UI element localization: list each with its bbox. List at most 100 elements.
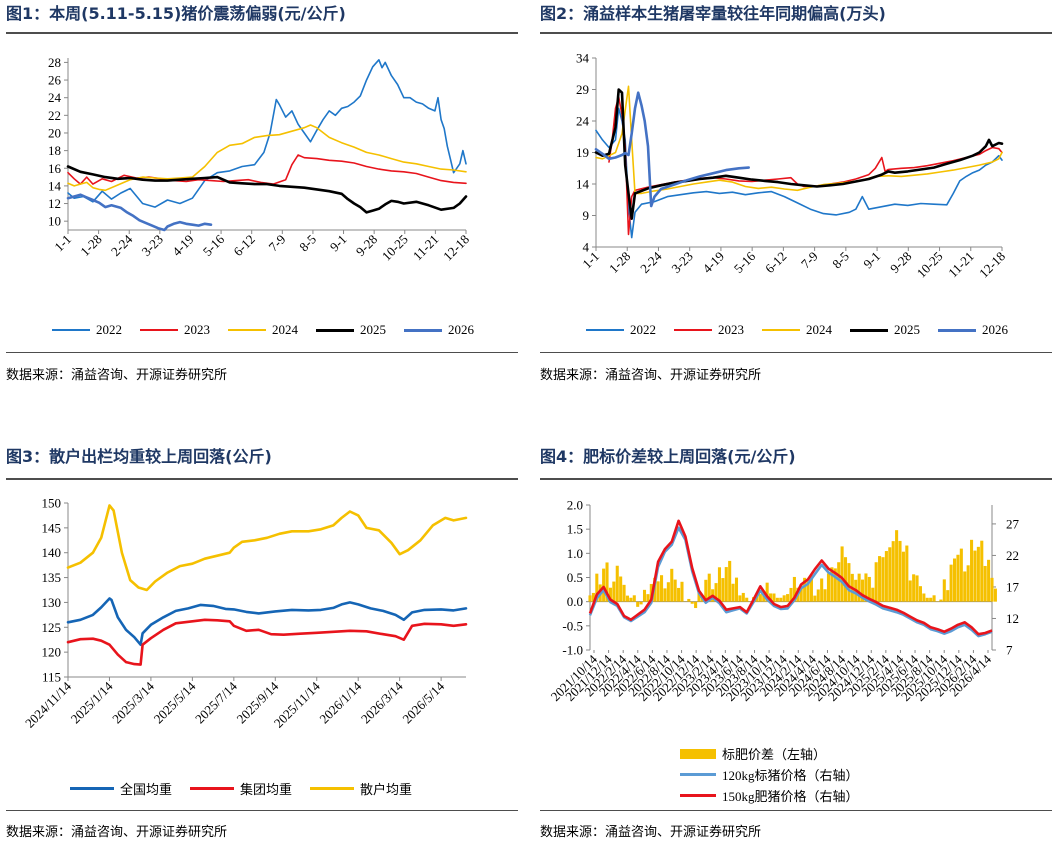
fig4-spread-bar bbox=[745, 597, 749, 602]
fig2-legend-label: 2022 bbox=[630, 322, 656, 337]
fig3-legend-label: 散户均重 bbox=[360, 782, 413, 797]
fig1-legend-label: 2025 bbox=[360, 322, 386, 337]
figure-1-chart: 10 12 14 16 18 20 22 24 26 28 1-1 1-28 2-24 3-23 4-19 5… bbox=[48, 55, 472, 264]
figure-3-panel: 图3：散户出栏均重较上周回落(公斤) 115 120 125 130 135 140 145… bbox=[6, 443, 518, 843]
fig4-spread-bar bbox=[929, 597, 933, 602]
fig4-spread-bar bbox=[847, 563, 851, 602]
fig4-spread-bar bbox=[990, 577, 994, 602]
fig4-spread-bar bbox=[878, 556, 882, 602]
fig1-series-line-2024 bbox=[67, 124, 467, 192]
fig2-x-tick-label: 3-23 bbox=[668, 249, 695, 276]
fig4-legend-label: 120kg标猪价格（右轴） bbox=[722, 768, 859, 783]
fig4-spread-bar bbox=[646, 594, 650, 602]
fig4-left-tick-label: 1.5 bbox=[567, 522, 583, 537]
figure-3-legend: 全国均重 集团均重 散户均重 bbox=[70, 779, 430, 798]
fig2-x-tick-label: 1-28 bbox=[606, 249, 633, 276]
figure-4-bottom-rule bbox=[540, 810, 1052, 811]
figure-2-title: 图2：涌益样本生猪屠宰量较往年同期偏高(万头) bbox=[540, 4, 886, 23]
fig4-spread-bar bbox=[704, 579, 708, 602]
fig2-x-tick-label: 12-18 bbox=[976, 249, 1008, 281]
fig2-x-tick-label: 8-5 bbox=[829, 249, 852, 272]
fig3-legend-swatch bbox=[310, 787, 355, 790]
figure-1-bottom-rule bbox=[6, 352, 518, 353]
fig4-spread-bar bbox=[946, 590, 950, 602]
fig3-x-tick-label: 2025/5/14 bbox=[151, 678, 199, 726]
fig1-x-tick-label: 1-28 bbox=[77, 232, 104, 259]
figure-3-chart: 1151201251301351401451502024/11/142025/1… bbox=[22, 496, 468, 731]
fig4-spread-bar bbox=[861, 579, 865, 602]
fig4-spread-bar bbox=[959, 548, 963, 602]
fig4-spread-bar bbox=[734, 577, 739, 602]
fig2-y-tick-label: 24 bbox=[576, 114, 590, 129]
fig4-spread-bar bbox=[843, 557, 848, 602]
fig1-x-tick-label: 2-24 bbox=[108, 231, 136, 259]
fig1-legend-label: 2026 bbox=[448, 322, 474, 337]
fig1-x-tick-label: 8-5 bbox=[296, 232, 319, 255]
fig1-series-line-2022 bbox=[67, 59, 467, 208]
fig1-legend-item: 2026 bbox=[404, 322, 474, 338]
fig4-spread-bar bbox=[591, 592, 595, 602]
fig2-y-tick-label: 19 bbox=[576, 145, 589, 160]
fig4-spread-bar bbox=[639, 601, 643, 605]
fig2-x-tick-label: 11-21 bbox=[945, 249, 977, 281]
fig4-spread-bar bbox=[874, 562, 878, 602]
figure-2-bottom-rule bbox=[540, 352, 1052, 353]
fig4-spread-bar bbox=[697, 591, 701, 602]
fig4-spread-bar bbox=[884, 551, 888, 602]
fig2-x-tick-label: 9-1 bbox=[860, 249, 883, 272]
fig4-legend-swatch bbox=[680, 794, 716, 797]
fig4-spread-bar bbox=[864, 573, 868, 602]
fig1-legend-label: 2023 bbox=[184, 322, 210, 337]
fig4-spread-bar bbox=[973, 550, 977, 602]
fig3-y-tick-label: 140 bbox=[42, 545, 62, 560]
fig4-spread-bar bbox=[782, 595, 786, 602]
fig2-y-tick-label: 4 bbox=[583, 240, 590, 255]
fig4-left-tick-label: -0.5 bbox=[562, 618, 583, 633]
fig3-x-tick-label: 2025/7/14 bbox=[192, 678, 240, 726]
figure-4-top-rule bbox=[540, 478, 1052, 480]
fig4-right-tick-label: 17 bbox=[1006, 579, 1020, 594]
fig4-spread-bar bbox=[694, 601, 698, 609]
fig1-legend-swatch bbox=[316, 328, 354, 332]
fig4-spread-bar bbox=[871, 587, 875, 602]
fig1-x-tick-label: 10-25 bbox=[379, 232, 411, 264]
fig4-spread-bar bbox=[660, 575, 664, 602]
fig4-legend-item: 150kg肥猪价格（右轴） bbox=[680, 785, 859, 806]
fig1-x-tick-label: 9-1 bbox=[327, 232, 350, 255]
fig2-x-tick-label: 10-25 bbox=[914, 249, 946, 281]
fig1-y-tick-label: 20 bbox=[48, 125, 61, 140]
fig4-spread-bar bbox=[687, 598, 691, 602]
fig4-left-tick-label: -1.0 bbox=[562, 643, 583, 658]
fig1-x-tick-label: 12-18 bbox=[440, 232, 472, 264]
fig3-y-tick-label: 150 bbox=[42, 496, 62, 511]
fig3-x-tick-label: 2025/11/14 bbox=[271, 678, 323, 730]
fig3-legend-label: 全国均重 bbox=[120, 782, 173, 797]
fig3-legend-item: 集团均重 bbox=[190, 779, 292, 798]
fig4-spread-bar bbox=[987, 559, 991, 602]
fig4-spread-bar bbox=[786, 594, 790, 602]
fig3-x-tick-label: 2025/1/14 bbox=[68, 678, 116, 726]
fig4-spread-bar bbox=[970, 539, 974, 602]
fig4-spread-bar bbox=[717, 567, 721, 602]
fig3-x-tick-label: 2026/1/14 bbox=[316, 678, 364, 726]
fig2-legend-item: 2023 bbox=[674, 322, 744, 338]
fig4-legend-item: 120kg标猪价格（右轴） bbox=[680, 764, 859, 785]
fig2-x-tick-label: 6-12 bbox=[762, 249, 789, 276]
fig4-spread-bar bbox=[738, 595, 742, 602]
fig1-legend-swatch bbox=[140, 329, 178, 331]
fig4-spread-bar bbox=[741, 592, 745, 602]
figure-3-top-rule bbox=[6, 478, 518, 480]
fig4-spread-bar bbox=[724, 567, 728, 602]
fig4-spread-bar bbox=[932, 595, 936, 602]
fig4-spread-bar bbox=[888, 547, 892, 602]
fig4-spread-bar bbox=[867, 576, 871, 602]
fig2-legend-label: 2025 bbox=[894, 322, 920, 337]
fig4-spread-bar bbox=[993, 588, 997, 602]
fig4-spread-bar bbox=[656, 581, 660, 602]
fig4-spread-bar bbox=[772, 593, 776, 602]
fig1-series-line-2026 bbox=[66, 193, 213, 232]
fig4-spread-bar bbox=[779, 597, 783, 602]
fig4-spread-bar bbox=[707, 573, 711, 602]
fig1-x-tick-label: 6-12 bbox=[230, 232, 257, 259]
fig4-spread-bar bbox=[939, 599, 943, 602]
